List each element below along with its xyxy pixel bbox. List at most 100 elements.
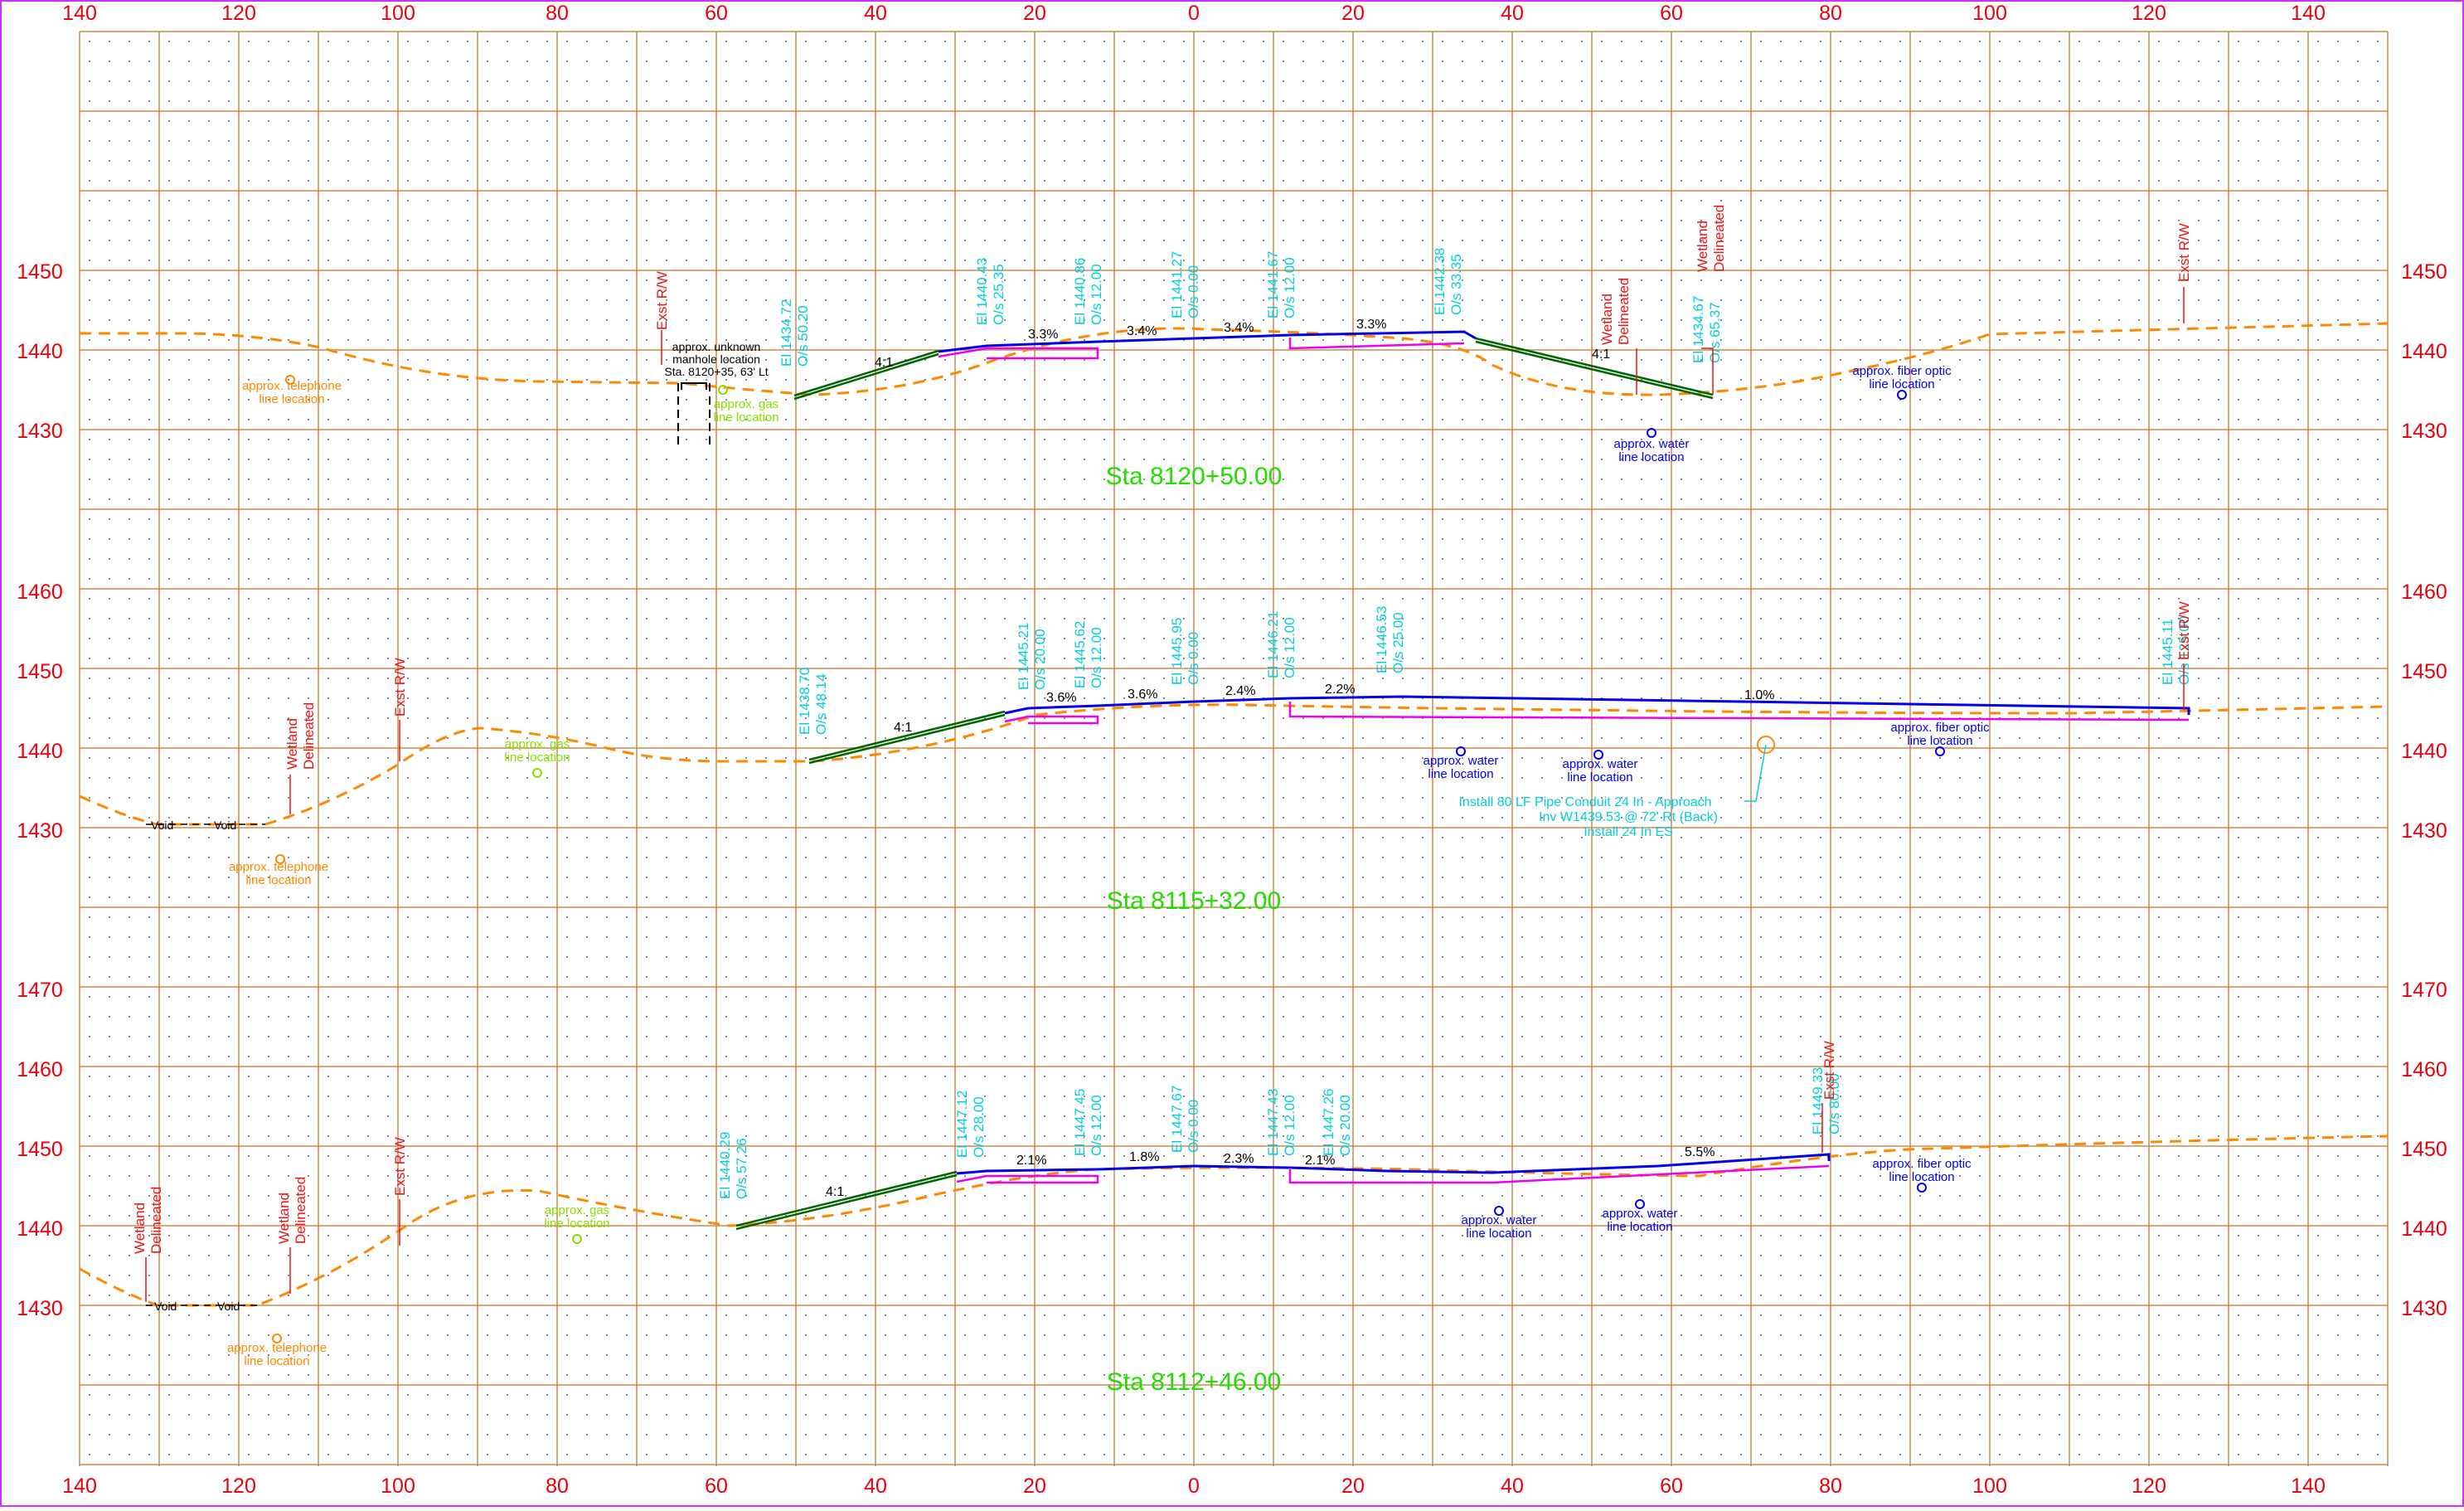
slope-label: 3.3% xyxy=(1356,318,1386,332)
utility-markers: approx. telephone line location approx. … xyxy=(229,721,1990,887)
offset-label: 40 xyxy=(864,2,887,25)
manhole-outline xyxy=(681,382,707,390)
station-label: Sta 8112+46.00 xyxy=(1107,1368,1281,1396)
offset-label: 80 xyxy=(1819,1475,1842,1498)
utility-label: approx. telephone xyxy=(227,1341,327,1355)
utility-marker xyxy=(718,385,728,395)
utility-label: approx. gas xyxy=(714,397,778,411)
utility-marker xyxy=(1593,750,1603,760)
station-label: Sta 8120+50.00 xyxy=(1106,463,1283,490)
row-label: Wetland xyxy=(276,1193,292,1244)
point-os: O/s 65.37 xyxy=(1707,302,1723,363)
row-label: Exst R/W xyxy=(2176,601,2192,660)
offset-label: 80 xyxy=(546,1475,569,1498)
point-labels: El 1440.29 O/s 57.26 El 1447.12 O/s 28.0… xyxy=(717,1067,1842,1199)
row-label: Delineated xyxy=(293,1177,308,1244)
offset-label: 0 xyxy=(1188,1475,1200,1498)
elevation-label: 1440 xyxy=(17,740,63,763)
row-label: Exst R/W xyxy=(2176,223,2192,282)
manhole-note-1: approx. unknown xyxy=(672,340,761,353)
elevation-label: 1470 xyxy=(17,979,63,1002)
void-labels: Void Void xyxy=(146,1300,257,1313)
pipe-note-2: Inv W1439.53 @ 72' Rt (Back) xyxy=(1539,810,1718,824)
manhole-note-2: manhole location xyxy=(672,352,760,366)
row-leader xyxy=(289,663,2185,814)
offset-label: 60 xyxy=(705,2,728,25)
slope-label: 3.3% xyxy=(1028,328,1058,342)
existing-ground-line xyxy=(79,1134,2389,1307)
section-2: Install 80 LF Pipe Conduit 24 In - Appro… xyxy=(79,601,2389,915)
utility-marker xyxy=(1647,428,1656,438)
offset-label: 100 xyxy=(381,2,415,25)
pipe-note-3: Install 24 In ES xyxy=(1584,825,1673,839)
section-1: approx. unknown manhole location Sta. 81… xyxy=(80,205,2389,490)
point-os: O/s 20.00 xyxy=(1032,629,1048,690)
point-os: O/s 125.00 xyxy=(2176,616,2192,685)
slope-label: 1.0% xyxy=(1744,688,1774,702)
slope-label: 3.4% xyxy=(1127,324,1157,338)
grid-lines xyxy=(79,31,2389,1466)
elevation-label: 1430 xyxy=(17,1297,63,1320)
utility-label: line location xyxy=(1607,1220,1672,1234)
utility-label: approx. water xyxy=(1462,1213,1537,1227)
subgrade xyxy=(1004,702,2190,725)
point-os: O/s 12.00 xyxy=(1089,264,1104,325)
row-label: Delineated xyxy=(1616,278,1632,345)
offset-label: 100 xyxy=(1972,2,2007,25)
void-label: Void xyxy=(151,819,173,832)
utility-marker xyxy=(572,1234,582,1244)
pipe-leader xyxy=(1744,744,1767,802)
row-label: Exst R/W xyxy=(654,271,670,330)
slope-label: 1.8% xyxy=(1129,1150,1159,1164)
offset-label: 40 xyxy=(1501,2,1524,25)
row-label: Wetland xyxy=(284,718,300,770)
finished-grade xyxy=(1004,695,2190,715)
point-el: El 1447.12 xyxy=(954,1091,970,1158)
utility-label: line location xyxy=(245,873,311,887)
row-label: Exst R/W xyxy=(392,658,408,717)
utility-markers: approx. telephone line location approx. … xyxy=(242,364,1952,464)
axis-labels: 140 140 120 120 100 100 80 80 60 60 40 40 20 20 0 0 20 20… xyxy=(17,2,2447,1498)
row-labels: Wetland Delineated Wetland Delineated Ex… xyxy=(132,1041,1837,1302)
row-leader xyxy=(145,1103,1823,1302)
utility-label: approx. fiber optic xyxy=(1852,364,1952,378)
point-os: O/s 20.00 xyxy=(1337,1095,1353,1156)
row-label: Wetland xyxy=(1599,294,1615,345)
offset-label: 40 xyxy=(864,1475,887,1498)
point-el: El 1445.21 xyxy=(1016,623,1031,690)
row-label: Exst R/W xyxy=(1821,1041,1837,1100)
elevation-label: 1450 xyxy=(2401,660,2447,683)
elevation-label: 1460 xyxy=(17,1058,63,1081)
point-os: O/s 12.00 xyxy=(1089,1095,1104,1156)
utility-label: approx. gas xyxy=(545,1203,609,1217)
utility-marker xyxy=(275,854,285,864)
offset-label: 20 xyxy=(1023,1475,1046,1498)
point-el: El 1447.26 xyxy=(1321,1089,1336,1156)
utility-marker xyxy=(285,375,295,385)
point-os: O/s 57.26 xyxy=(734,1138,749,1199)
elevation-label: 1460 xyxy=(17,581,63,604)
offset-label: 40 xyxy=(1501,1475,1524,1498)
void-label: Void xyxy=(217,1300,240,1313)
foreslope-right xyxy=(1475,337,1714,400)
utility-label: approx. telephone xyxy=(229,860,328,874)
row-label: Wetland xyxy=(1695,221,1710,272)
row-label: Delineated xyxy=(1711,205,1727,272)
utility-label: approx. water xyxy=(1614,437,1690,451)
offset-label: 140 xyxy=(2291,2,2326,25)
offset-label: 140 xyxy=(62,2,97,25)
offset-label: 120 xyxy=(221,2,256,25)
row-label: Exst R/W xyxy=(392,1137,408,1196)
slope-label: 2.4% xyxy=(1225,684,1255,698)
point-el: El 1445.62 xyxy=(1072,621,1088,688)
row-leader xyxy=(661,287,2185,395)
offset-label: 60 xyxy=(1660,2,1683,25)
elevation-label: 1440 xyxy=(17,1217,63,1241)
offset-label: 0 xyxy=(1188,2,1200,25)
elevation-label: 1450 xyxy=(17,260,63,284)
manhole: approx. unknown manhole location Sta. 81… xyxy=(664,340,769,445)
row-label: Delineated xyxy=(301,702,317,770)
manhole-note-3: Sta. 8120+35, 63' Lt xyxy=(664,365,768,378)
elevation-label: 1470 xyxy=(2401,979,2447,1002)
